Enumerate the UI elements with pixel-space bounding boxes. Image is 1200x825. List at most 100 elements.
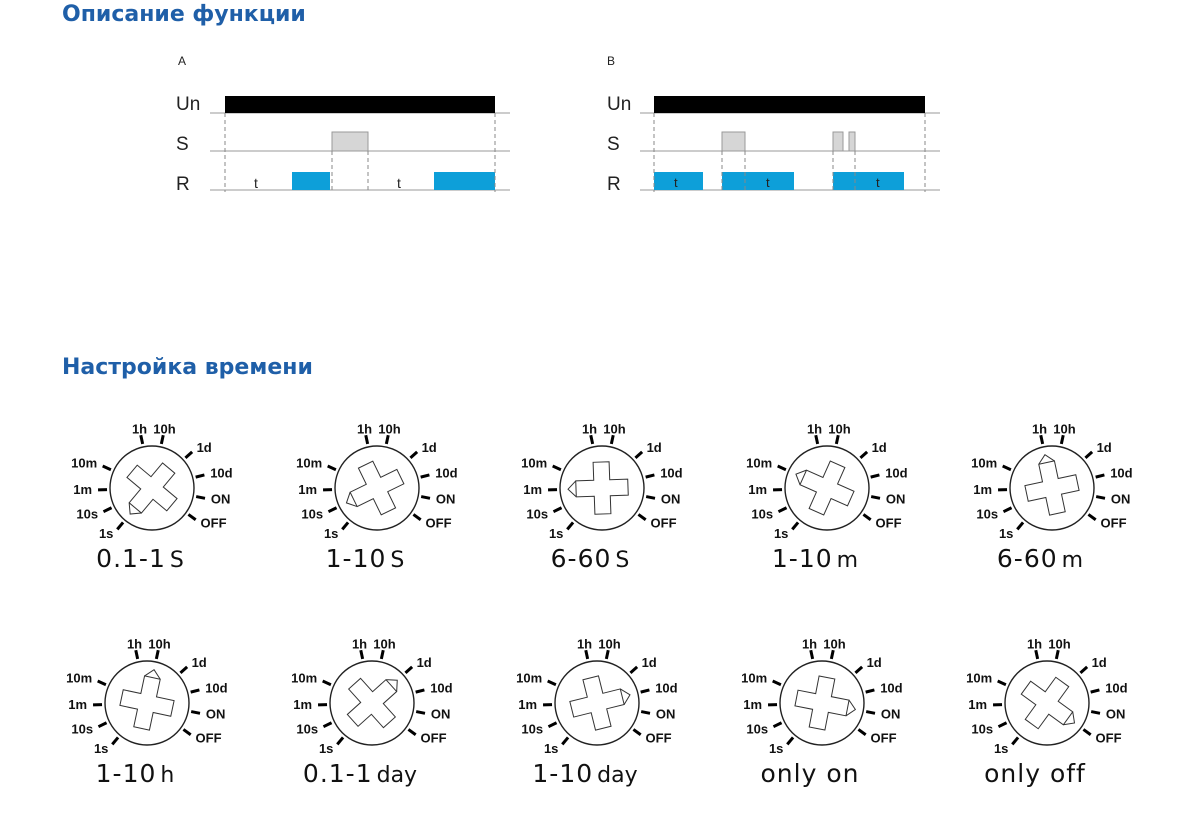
dial-scale-label: 10m [746,456,772,471]
diagram-a-signal-pulse [332,132,368,151]
dial-range-unit: day [377,763,417,788]
dial-range-unit: S [170,548,184,573]
dial-scale-label: 10m [66,671,92,686]
dial-scale-label: 1m [68,697,87,712]
dial-scale-label: 1m [523,482,542,497]
dial-scale-label: 10s [746,721,768,736]
dial-tick [998,723,1006,727]
diagram-a-t-label: t [397,175,401,191]
dial-scale-label: 10m [966,671,992,686]
diagram-b-row-un: Un [607,94,631,115]
dial-scale-label: 10s [521,721,543,736]
diagram-b-t-label: t [766,175,770,190]
dial-scale-label: 1h [807,421,822,436]
dial-scale-label: 10d [210,465,232,480]
dial-tick [611,435,613,444]
dial-tick [871,475,880,477]
dial-scale-label: 10d [1110,465,1132,480]
diagram-b-row-s: S [607,134,620,155]
dial-scale-label: 10h [603,421,625,436]
dial-tick [811,650,813,659]
dial-scale-label: 1m [73,482,92,497]
dial-scale-label: 10h [828,421,850,436]
dial-tick [156,650,158,659]
function-description-title: Описание функции [62,2,306,27]
dial-tick [366,435,368,444]
dial-scale-label: ON [211,491,231,506]
time-setting-title: Настройка времени [62,355,313,380]
dial-scale-label: 10s [526,506,548,521]
dial-tick [328,466,336,470]
dial-scale-label: 1s [99,526,113,541]
diagram-a-t-label: t [254,175,258,191]
dial-scale-label: OFF [1096,730,1122,745]
dial-tick [1096,475,1105,477]
dial-tick [103,508,111,512]
dial-scale-label: 1m [968,697,987,712]
dial-scale-label: 10h [148,636,170,651]
dial-scale-label: 1h [582,421,597,436]
dial-scale-label: OFF [201,515,227,530]
dial-scale-label: OFF [426,515,452,530]
dial-range-value: only off [984,759,1086,788]
dial-scale-label: OFF [421,730,447,745]
dial-scale-label: OFF [1101,515,1127,530]
dial-scale-label: 1h [802,636,817,651]
dial-range-value: 1-10 [772,544,833,573]
dial-scale-label: 1s [769,741,783,756]
dial-range-value: 6-60 [551,544,612,573]
dial-scale-label: OFF [876,515,902,530]
dial-scale-label: 10m [741,671,767,686]
dial-tick [112,737,118,744]
dial-scale-label: ON [1106,706,1126,721]
dial-scale-label: 1d [647,440,662,455]
dial-scale-label: 1m [298,482,317,497]
dial-scale-label: 1d [1092,655,1107,670]
dial-tick [1080,667,1087,673]
diagram-b-signal-pulse [833,132,843,151]
dial-scale-label: 10s [76,506,98,521]
dial-range-value: 1-10 [326,544,387,573]
dial-scale-label: 1d [197,440,212,455]
dial-tick [787,737,793,744]
dial-scale-label: 10d [1105,680,1127,695]
dial-scale-label: 1s [94,741,108,756]
timing-diagrams: A Un S R t t B Un S R [0,40,1200,210]
dial-tick [98,723,106,727]
dial-scale-label: ON [1111,491,1131,506]
dial-tick [136,650,138,659]
dial-range-unit: S [615,548,629,573]
diagram-b-relay-pulse [833,172,904,190]
diagram-b-supply-bar [654,96,925,113]
dial-scale-label: 1s [319,741,333,756]
dial-tick [858,729,865,734]
dial-tick [1096,497,1105,499]
dial-scale-label: 10d [205,680,227,695]
dial-tick [1083,729,1090,734]
dial-tick [1091,712,1100,714]
dial-tick [1012,737,1018,744]
dial-tick [196,475,205,477]
dial-scale-label: 1m [973,482,992,497]
dial-scale-label: 1d [422,440,437,455]
dial-scale-label: 10m [521,456,547,471]
dial-tick [180,667,187,673]
dial-tick [323,723,331,727]
dial-tick [361,650,363,659]
dial-scale-label: 10s [751,506,773,521]
diagram-b-signal-pulse [849,132,855,151]
dial-scale-label: 10d [880,680,902,695]
dial-tick [1061,435,1063,444]
dial-scale-label: 1h [127,636,142,651]
